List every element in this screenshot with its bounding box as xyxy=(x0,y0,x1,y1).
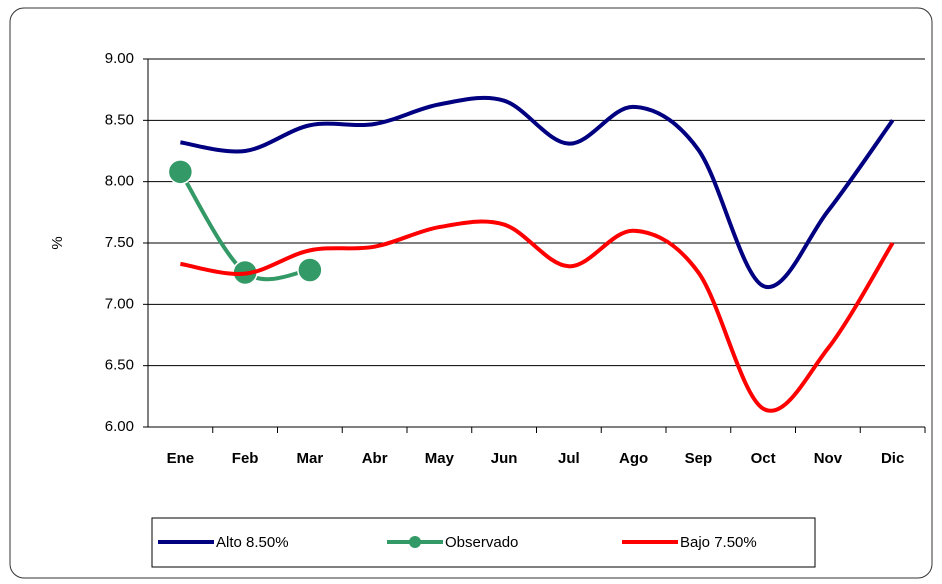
y-tick-label: 7.00 xyxy=(105,295,134,312)
x-tick-label: Sep xyxy=(685,450,713,467)
point-marker xyxy=(167,159,194,185)
y-tick-label: 8.50 xyxy=(105,111,134,128)
legend-label: Alto 8.50% xyxy=(216,534,289,551)
x-tick-label: May xyxy=(425,450,455,467)
y-tick-label: 6.50 xyxy=(105,357,134,374)
y-tick-label: 7.50 xyxy=(105,234,134,251)
y-axis-label: % xyxy=(49,236,66,249)
y-tick-label: 9.00 xyxy=(105,50,134,67)
y-tick-label: 6.00 xyxy=(105,418,134,435)
y-tick-label: 8.00 xyxy=(105,173,134,190)
legend-label: Observado xyxy=(445,534,518,551)
x-tick-label: Mar xyxy=(297,450,324,467)
point-marker xyxy=(297,257,323,283)
legend-label: Bajo 7.50% xyxy=(680,534,757,551)
x-tick-label: Oct xyxy=(751,450,776,467)
x-tick-label: Jun xyxy=(491,450,518,467)
x-tick-label: Dic xyxy=(881,450,904,467)
series-line xyxy=(180,219,895,413)
series-line xyxy=(180,95,895,290)
x-tick-label: Ago xyxy=(619,450,648,467)
x-tick-label: Nov xyxy=(814,450,843,467)
x-tick-label: Feb xyxy=(232,450,259,467)
legend-box xyxy=(151,517,816,568)
x-tick-label: Abr xyxy=(362,450,388,467)
x-tick-label: Ene xyxy=(167,450,195,467)
x-tick-label: Jul xyxy=(558,450,580,467)
legend-marker xyxy=(409,536,421,548)
